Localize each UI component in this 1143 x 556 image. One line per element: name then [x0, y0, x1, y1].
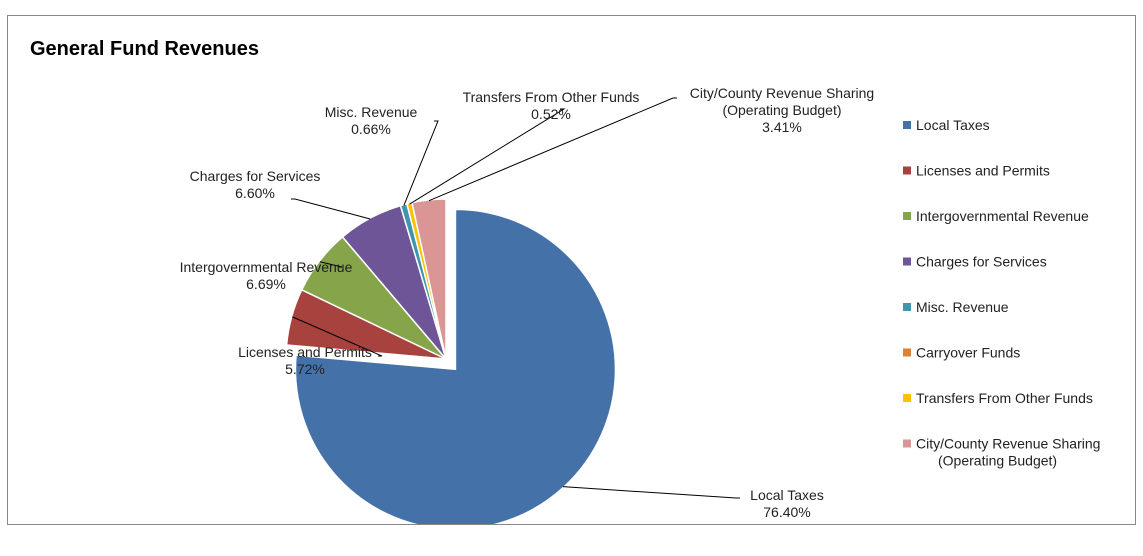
data-label-misc-revenue: Misc. Revenue 0.66%: [325, 104, 418, 137]
leader-line-licenses-and-permits: [292, 316, 383, 357]
leader-line-local-taxes: [562, 486, 740, 499]
legend-swatch-city-county-revenue-sharing-operating-budget: [903, 439, 911, 448]
legend-swatch-charges-for-services: [903, 257, 911, 266]
legend-label-line: (Operating Budget): [938, 453, 1057, 469]
chart-title: General Fund Revenues: [30, 38, 259, 60]
data-label-city-county-revenue-sharing-operating-budget: City/County Revenue Sharing (Operating Bu…: [690, 85, 874, 135]
data-label-local-taxes: Local Taxes 76.40%: [750, 487, 824, 520]
legend-item-carryover-funds: Carryover Funds: [916, 345, 1020, 361]
data-label-intergovernmental-revenue: Intergovernmental Revenue 6.69%: [180, 259, 353, 292]
data-label-charges-for-services: Charges for Services 6.60%: [190, 168, 321, 201]
data-label-line: (Operating Budget): [722, 102, 841, 118]
legend-label-line: Carryover Funds: [916, 345, 1020, 361]
legend-item-local-taxes: Local Taxes: [916, 117, 990, 133]
legend-label-line: Charges for Services: [916, 254, 1047, 270]
data-label-line: Licenses and Permits: [238, 344, 372, 360]
data-label-transfers-from-other-funds: Transfers From Other Funds 0.52%: [463, 89, 640, 122]
chart-frame: General Fund Revenues Local Taxes 76.40% L…: [7, 15, 1136, 525]
data-label-line: Local Taxes: [750, 487, 824, 503]
leader-line-transfers-from-other-funds: [409, 108, 566, 205]
data-label-line: Misc. Revenue: [325, 104, 418, 120]
legend-swatch-intergovernmental-revenue: [903, 212, 911, 220]
slice-local-taxes: [294, 208, 617, 524]
data-label-line: 6.60%: [235, 185, 275, 201]
legend-label-line: City/County Revenue Sharing: [916, 436, 1100, 452]
data-label-licenses-and-permits: Licenses and Permits 5.72%: [238, 344, 372, 377]
data-label-line: 3.41%: [762, 119, 802, 135]
legend-item-licenses-and-permits: Licenses and Permits: [916, 163, 1050, 179]
leader-line-intergovernmental-revenue: [319, 261, 343, 268]
data-label-line: 76.40%: [763, 504, 810, 520]
data-label-line: 0.52%: [531, 106, 571, 122]
leader-line-misc-revenue: [403, 120, 439, 206]
data-label-line: City/County Revenue Sharing: [690, 85, 874, 101]
legend-label-line: Licenses and Permits: [916, 163, 1050, 179]
data-label-line: 0.66%: [351, 121, 391, 137]
legend-item-charges-for-services: Charges for Services: [916, 254, 1047, 270]
legend-swatch-misc-revenue: [903, 303, 911, 311]
data-label-line: Transfers From Other Funds: [463, 89, 640, 105]
legend-swatch-licenses-and-permits: [903, 166, 911, 175]
legend-item-intergovernmental-revenue: Intergovernmental Revenue: [916, 208, 1089, 224]
legend-swatch-carryover-funds: [903, 348, 911, 357]
leader-line-city-county-revenue-sharing-operating-budget: [428, 97, 677, 202]
legend-label-line: Transfers From Other Funds: [916, 390, 1093, 406]
data-label-line: 6.69%: [246, 276, 286, 292]
pie-chart: General Fund Revenues Local Taxes 76.40%L…: [30, 38, 1100, 524]
data-label-line: 5.72%: [285, 361, 325, 377]
legend-label-line: Local Taxes: [916, 117, 990, 133]
legend-label-line: Misc. Revenue: [916, 299, 1009, 315]
legend-swatch-local-taxes: [903, 121, 911, 129]
legend-item-misc-revenue: Misc. Revenue: [916, 299, 1009, 315]
leader-line-charges-for-services: [291, 198, 371, 220]
legend-label-line: Intergovernmental Revenue: [916, 208, 1089, 224]
legend-item-city-county-revenue-sharing-operating-budget: City/County Revenue Sharing (Operating Bu…: [916, 436, 1100, 469]
data-label-line: Intergovernmental Revenue: [180, 259, 353, 275]
legend-item-transfers-from-other-funds: Transfers From Other Funds: [916, 390, 1093, 406]
legend-swatch-transfers-from-other-funds: [903, 394, 911, 402]
data-label-line: Charges for Services: [190, 168, 321, 184]
